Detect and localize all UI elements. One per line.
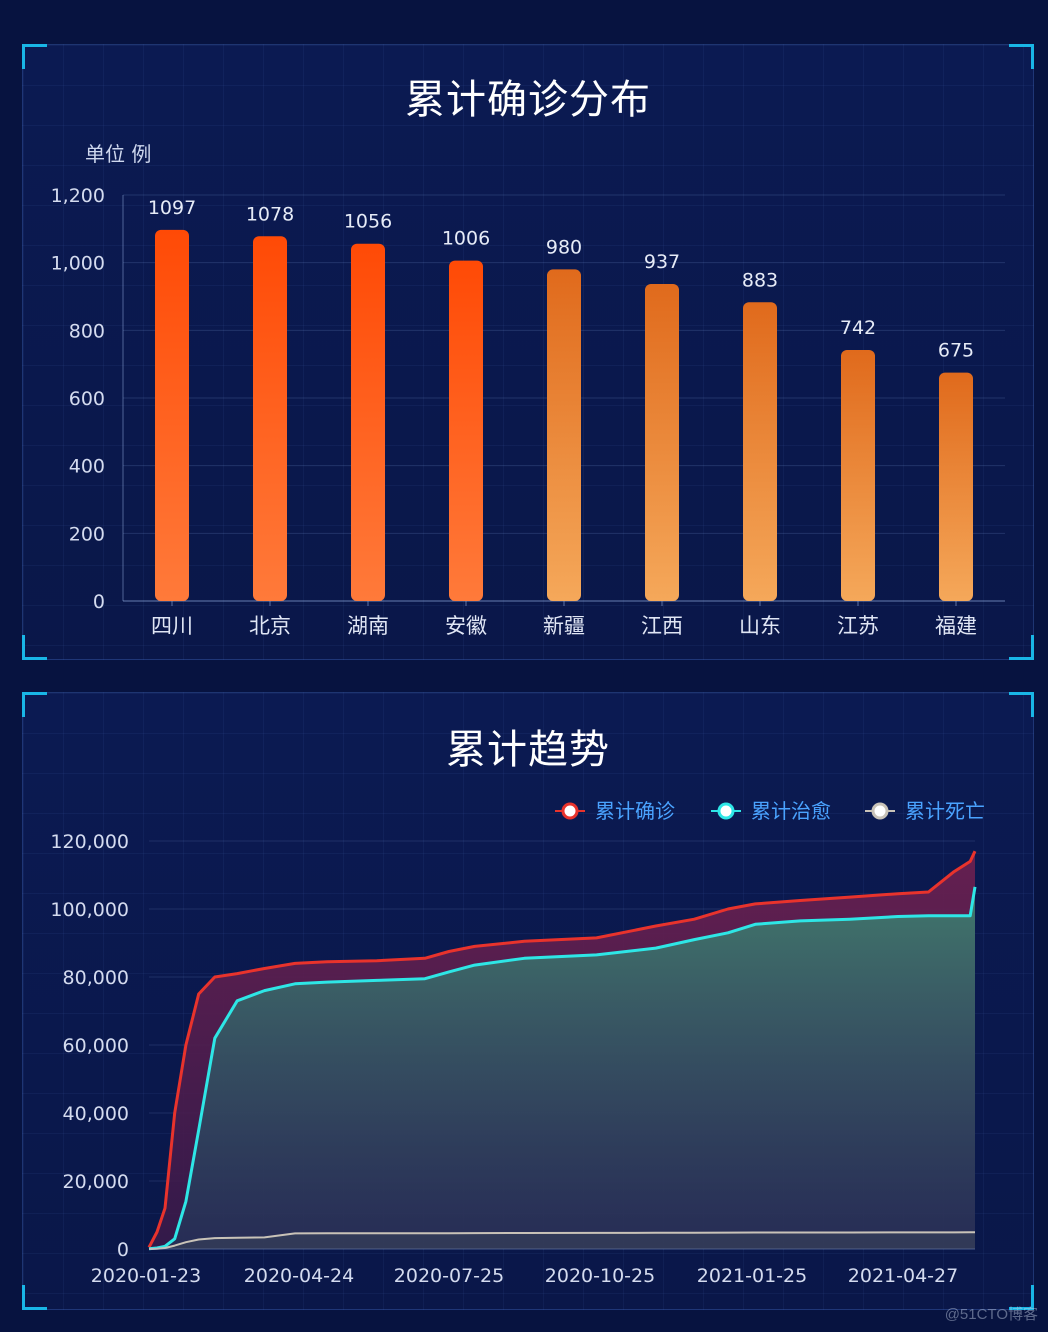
corner-decoration <box>22 692 47 717</box>
legend-marker[interactable] <box>871 802 889 820</box>
x-tick-label: 2020-07-25 <box>394 1265 504 1287</box>
bar-chart: 单位 例 0 200 400 600 800 1,000 1,200 1097 四川 1078 北京 1… <box>51 142 1005 638</box>
y-tick-label: 1,200 <box>51 185 105 207</box>
series-line <box>148 886 977 1251</box>
series-line <box>148 1231 975 1250</box>
legend-label[interactable]: 累计确诊 <box>595 799 675 823</box>
series-area <box>149 1232 975 1249</box>
corner-decoration <box>22 1285 47 1310</box>
bar <box>351 243 385 601</box>
trend-chart-title: 累计趋势 <box>446 727 610 773</box>
bar-value-label: 742 <box>840 317 876 339</box>
y-tick-label: 100,000 <box>50 899 129 921</box>
bar-value-label: 1078 <box>246 203 294 225</box>
y-tick-label: 120,000 <box>50 831 129 853</box>
bar-chart-title: 累计确诊分布 <box>405 77 651 123</box>
legend-label[interactable]: 累计治愈 <box>751 799 831 823</box>
bar-value-label: 937 <box>644 251 680 273</box>
corner-decoration <box>1009 1285 1034 1310</box>
y-tick-label: 400 <box>69 456 105 478</box>
series-line <box>147 850 977 1248</box>
x-tick-label: 2021-04-27 <box>848 1265 958 1287</box>
bar <box>253 236 287 601</box>
bar-value-label: 883 <box>742 269 778 291</box>
x-category-label: 安徽 <box>445 614 487 638</box>
y-tick-label: 0 <box>93 591 105 613</box>
y-tick-label: 200 <box>69 523 105 545</box>
x-category-label: 山东 <box>739 614 781 638</box>
bar <box>841 349 875 601</box>
x-tick-label: 2020-10-25 <box>545 1265 655 1287</box>
y-tick-label: 600 <box>69 388 105 410</box>
y-tick-label: 60,000 <box>63 1035 129 1057</box>
y-tick-label: 80,000 <box>63 967 129 989</box>
bar-value-label: 675 <box>938 340 974 362</box>
bar <box>547 269 581 601</box>
x-category-label: 福建 <box>935 614 977 638</box>
x-category-label: 江苏 <box>837 614 879 638</box>
y-tick-label: 800 <box>69 320 105 342</box>
x-category-label: 江西 <box>641 614 683 638</box>
y-axis-unit-label: 单位 例 <box>85 142 151 166</box>
legend-marker[interactable] <box>561 802 579 820</box>
trend-chart: 0 20,000 40,000 60,000 80,000 100,000 120,000 2… <box>50 799 985 1287</box>
corner-decoration <box>1009 44 1034 69</box>
trend-chart-panel: 累计趋势 0 20,000 40,000 60,000 80,000 100,000 120… <box>22 692 1034 1310</box>
series-area <box>149 886 975 1249</box>
bar <box>155 229 189 601</box>
bar <box>939 372 973 601</box>
legend-marker[interactable] <box>717 802 735 820</box>
y-tick-label: 1,000 <box>51 253 105 275</box>
x-category-label: 北京 <box>249 614 291 638</box>
corner-decoration <box>1009 635 1034 660</box>
watermark: @51CTO博客 <box>944 1306 1038 1323</box>
x-category-label: 四川 <box>151 614 193 638</box>
y-tick-label: 20,000 <box>63 1171 129 1193</box>
y-tick-label: 0 <box>117 1239 129 1261</box>
y-tick-label: 40,000 <box>63 1103 129 1125</box>
corner-decoration <box>22 635 47 660</box>
legend-label[interactable]: 累计死亡 <box>905 799 985 823</box>
x-tick-label: 2020-01-23 <box>91 1265 201 1287</box>
bar-value-label: 1056 <box>344 211 392 233</box>
x-category-label: 湖南 <box>347 614 389 638</box>
bar <box>645 283 679 601</box>
x-tick-label: 2020-04-24 <box>244 1265 354 1287</box>
corner-decoration <box>22 44 47 69</box>
bar-value-label: 1097 <box>148 197 196 219</box>
x-category-label: 新疆 <box>543 614 585 638</box>
bar-value-label: 980 <box>546 236 582 258</box>
bar <box>449 260 483 601</box>
bar-value-label: 1006 <box>442 228 490 250</box>
bar <box>743 302 777 601</box>
x-tick-label: 2021-01-25 <box>697 1265 807 1287</box>
bar-chart-panel: 累计确诊分布 单位 例 0 200 400 600 800 1,000 1,200 1097 四川… <box>22 44 1034 660</box>
corner-decoration <box>1009 692 1034 717</box>
